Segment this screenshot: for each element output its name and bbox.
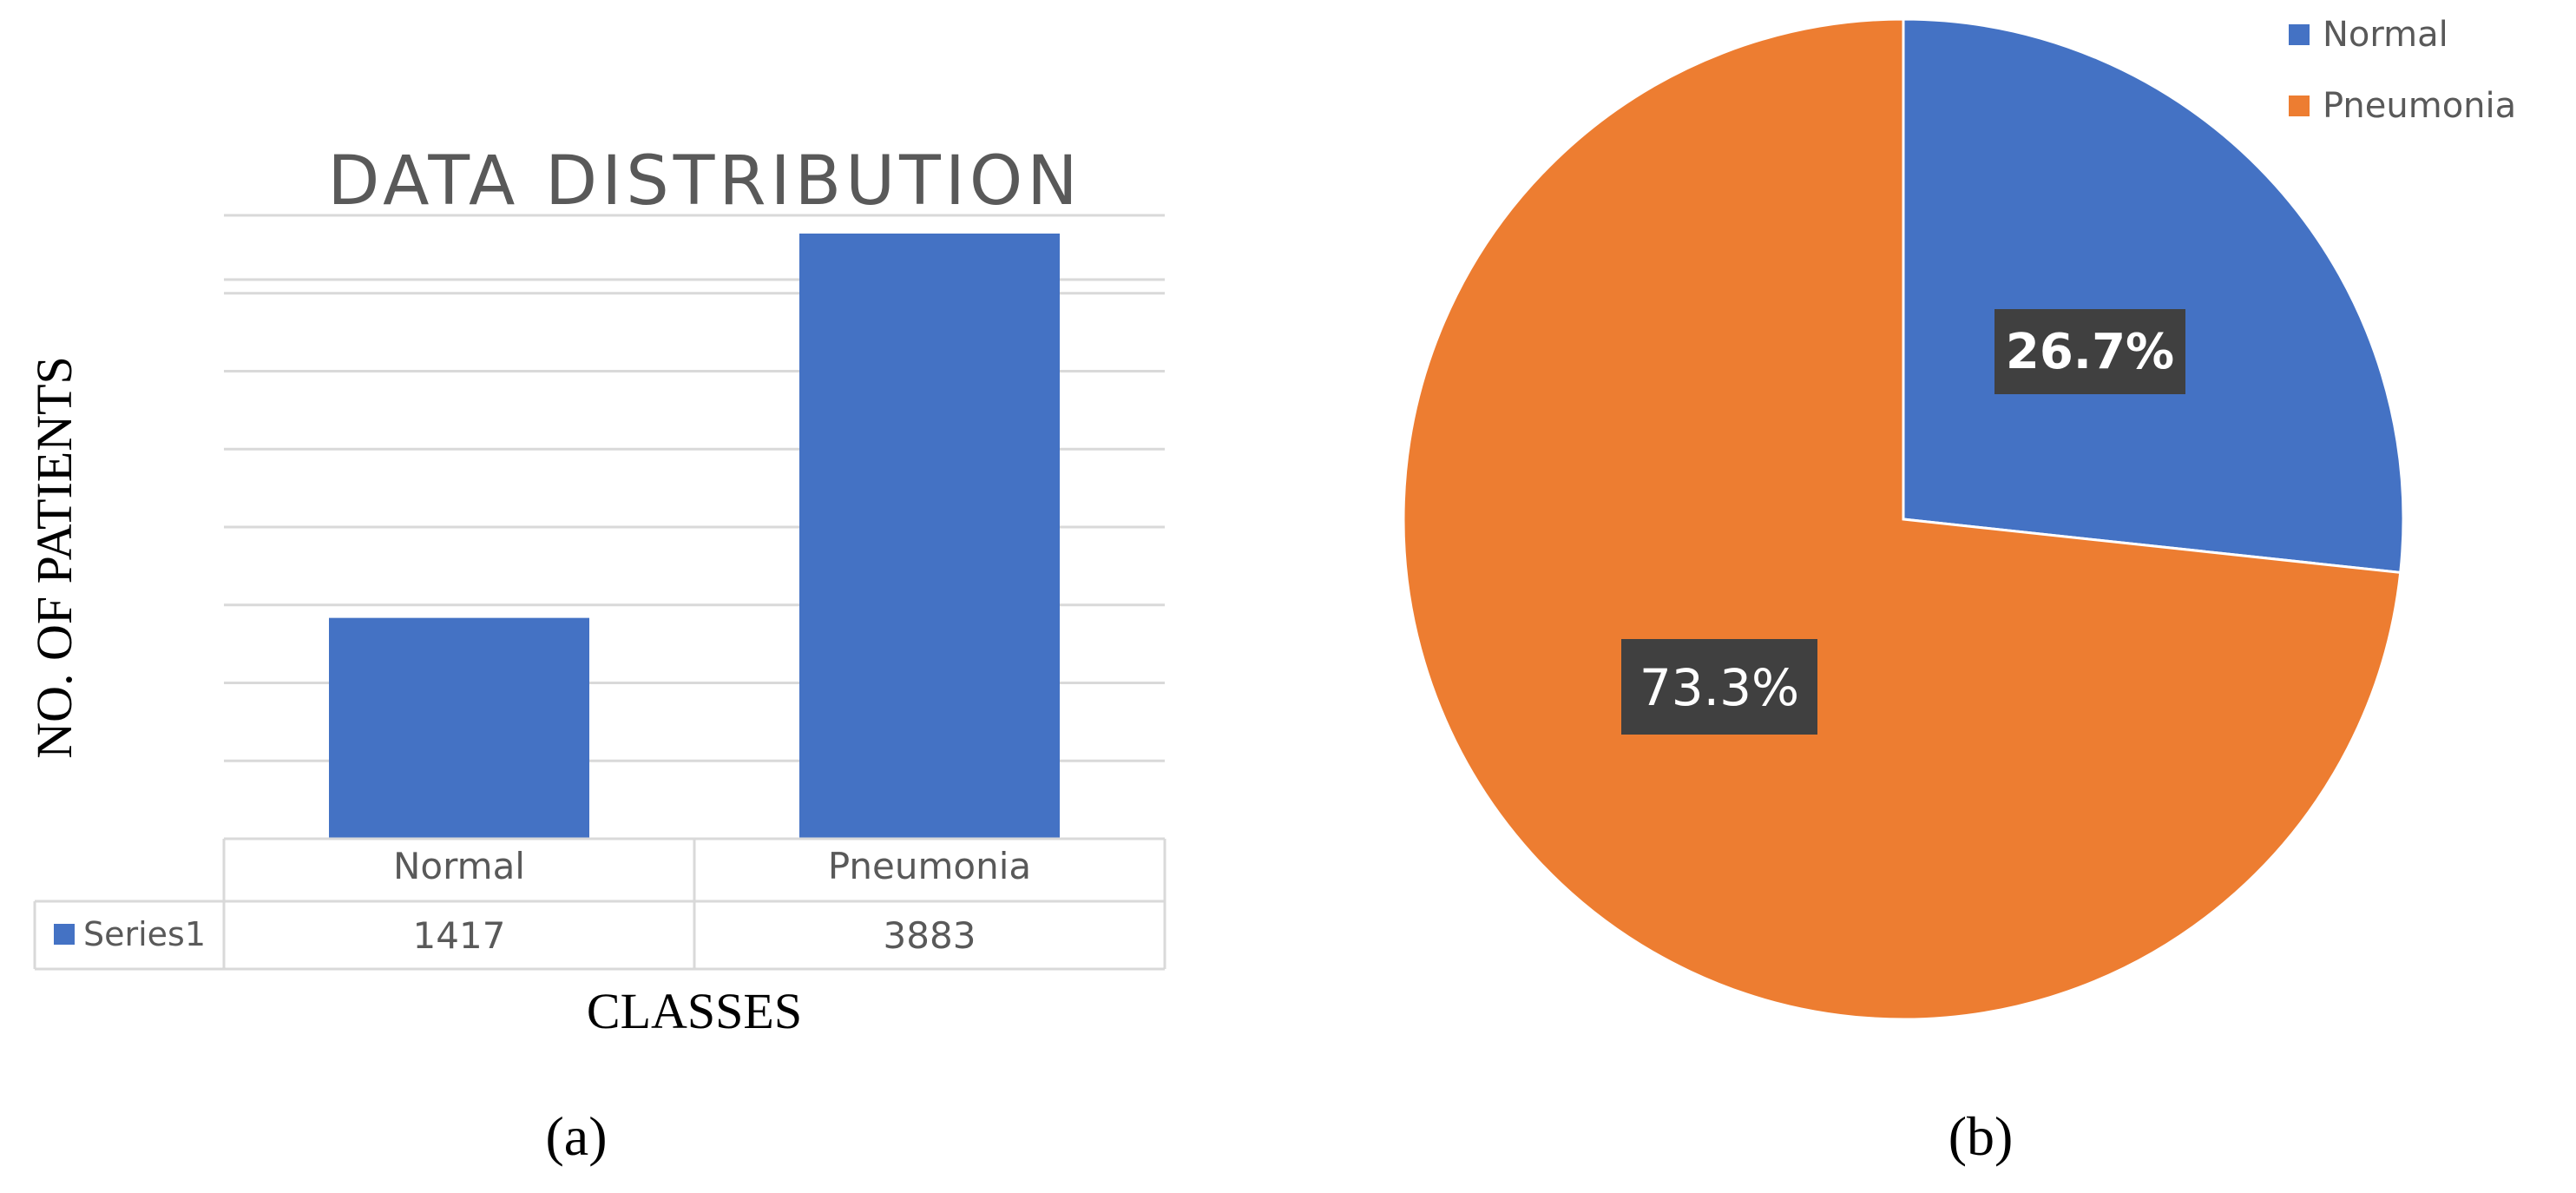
pie-label-normal: 26.7%: [1994, 309, 2185, 394]
series1-legend-key: [54, 924, 75, 945]
x-axis-label: CLASSES: [587, 983, 802, 1039]
bar-pneumonia: [799, 234, 1060, 840]
bar-chart-panel: DATA DISTRIBUTION Normal Pneumonia Serie…: [7, 108, 1203, 1063]
y-axis-label: NO. OF PATIENTS: [26, 356, 82, 759]
legend-pneumonia-label: Pneumonia: [2323, 86, 2516, 126]
table-header-pneumonia: Pneumonia: [828, 845, 1031, 887]
table-value-pneumonia: 3883: [884, 914, 976, 957]
legend-pneumonia-swatch: [2289, 96, 2310, 116]
pie-label-normal-text: 26.7%: [2006, 324, 2174, 380]
pie-label-normal-box: [1994, 309, 2185, 394]
pie-label-pneumonia: 73.3%: [1621, 639, 1817, 735]
table-value-normal: 1417: [413, 914, 506, 957]
pie-chart-panel: 26.7% 73.3% Normal Pneumonia: [1364, 0, 2576, 1063]
panel-a-caption: (a): [545, 1105, 607, 1167]
pie-label-pneumonia-text: 73.3%: [1640, 658, 1799, 717]
legend-normal-swatch: [2289, 24, 2310, 45]
pie-label-pneumonia-box: [1621, 639, 1817, 735]
pie-slice-normal: [1902, 17, 2405, 575]
bars: [329, 234, 1060, 840]
panel-b-caption: (b): [1948, 1105, 2014, 1167]
pie-legend: Normal Pneumonia: [2289, 15, 2516, 126]
series1-label: Series1: [83, 915, 206, 953]
table-header-normal: Normal: [393, 845, 525, 887]
legend-normal-label: Normal: [2323, 15, 2448, 55]
data-table: [33, 837, 1166, 971]
bar-normal: [329, 617, 589, 839]
bar-chart-title: DATA DISTRIBUTION: [327, 142, 1081, 221]
pie-slice-pneumonia: [1402, 17, 2402, 1021]
pie: [1402, 17, 2405, 1021]
